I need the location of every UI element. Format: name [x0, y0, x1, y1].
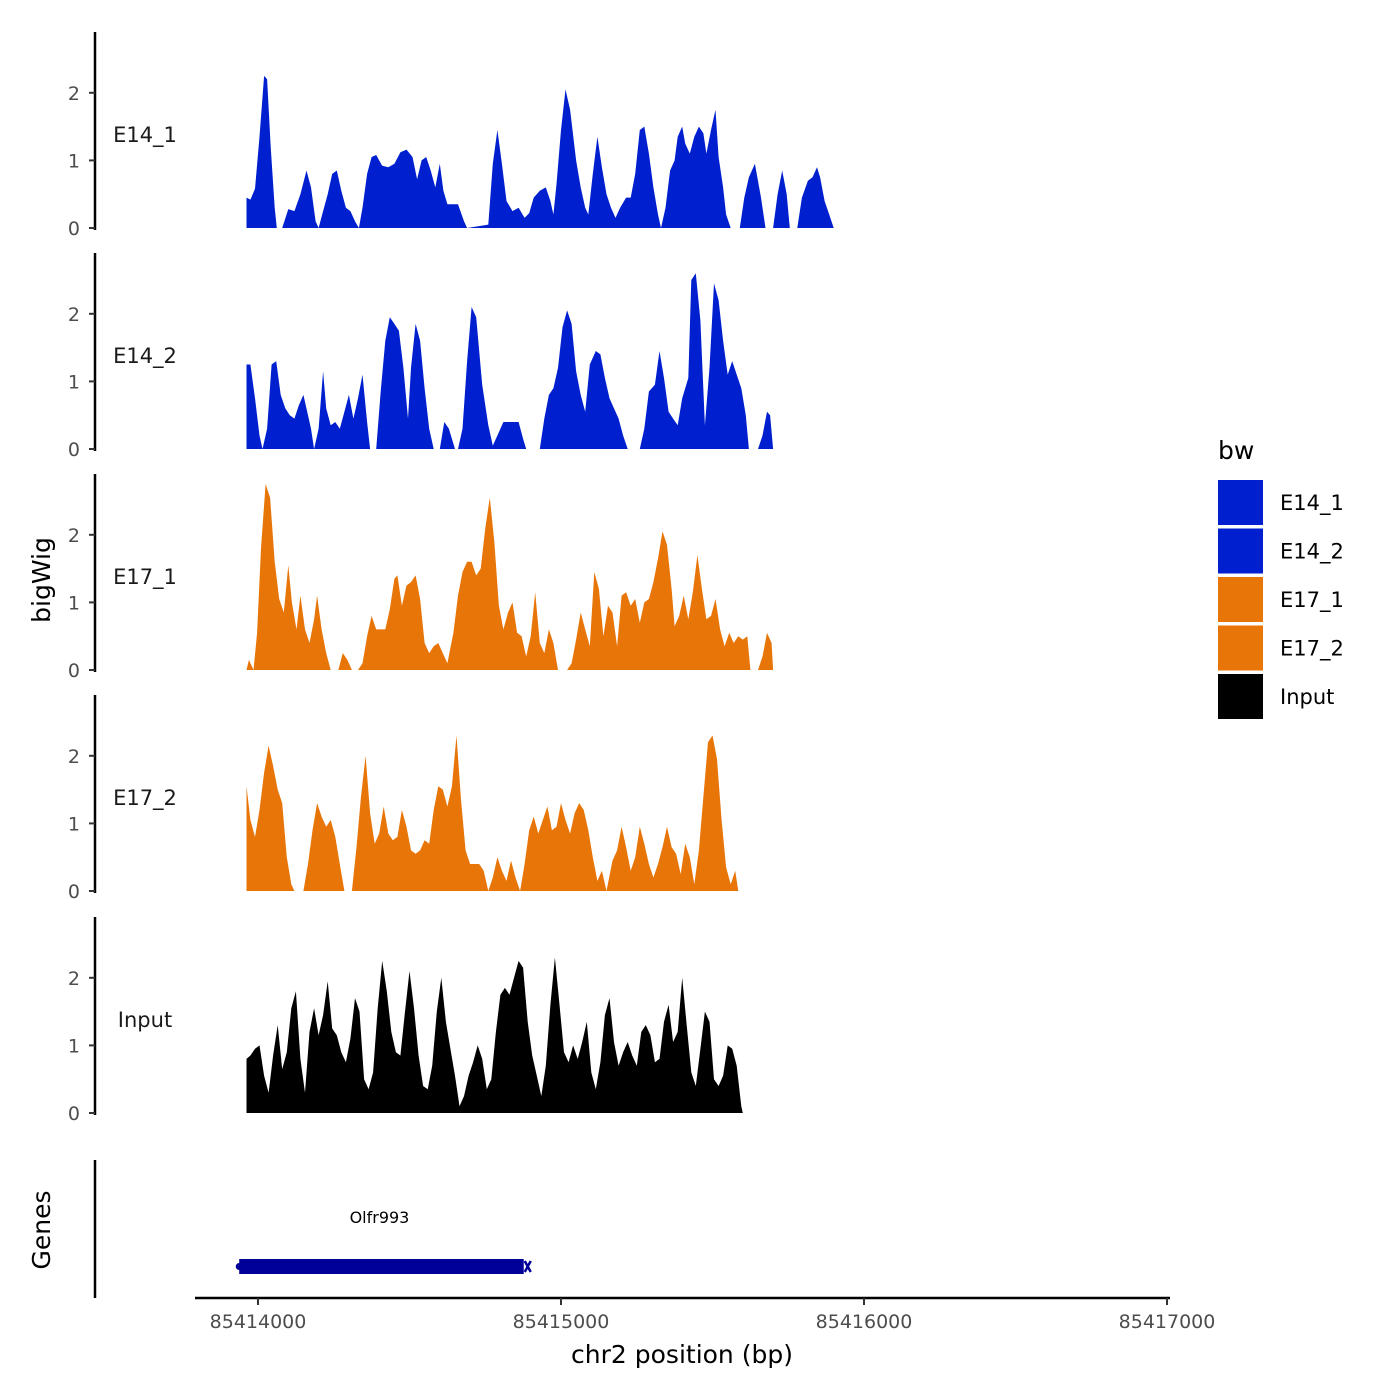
signal-area	[246, 957, 743, 1113]
y-tick-label: 0	[68, 439, 80, 461]
signal-area	[246, 273, 774, 449]
y-tick-label: 2	[68, 968, 80, 990]
legend-swatch	[1218, 674, 1263, 719]
y-tick-label: 2	[68, 83, 80, 105]
y-tick-label: 2	[68, 746, 80, 768]
x-tick-label: 85416000	[816, 1311, 913, 1333]
y-axis-title: bigWig	[27, 537, 56, 623]
legend-label: E17_2	[1280, 637, 1344, 662]
genes-panel: Olfr993	[93, 1160, 532, 1298]
x-axis-title: chr2 position (bp)	[571, 1340, 793, 1369]
track-e14-1: 0 1 2 E14_1	[68, 32, 834, 240]
y-tick-label: 2	[68, 304, 80, 326]
y-tick-label: 2	[68, 525, 80, 547]
track-e14-2: 0 1 2 E14_2	[68, 253, 774, 461]
gene-olfr993: Olfr993	[235, 1208, 532, 1274]
legend-label: E14_2	[1280, 540, 1344, 565]
y-tick-label: 1	[68, 371, 80, 393]
track-label: E14_2	[113, 344, 177, 369]
track-label: E17_2	[113, 786, 177, 811]
track-e17-2: 0 1 2 E17_2	[68, 695, 739, 903]
legend-entry-input: Input	[1218, 674, 1334, 719]
track-input: 0 1 2 Input	[68, 917, 743, 1125]
y-tick-label: 0	[68, 218, 80, 240]
gene-name: Olfr993	[350, 1208, 410, 1227]
legend-swatch	[1218, 625, 1263, 671]
y-tick-label: 1	[68, 150, 80, 172]
signal-area	[246, 735, 739, 891]
y-tick-label: 0	[68, 660, 80, 682]
x-tick-label: 85414000	[210, 1311, 307, 1333]
legend-entry-e14-1: E14_1	[1218, 480, 1344, 525]
legend-entry-e17-1: E17_1	[1218, 577, 1344, 622]
track-label: E17_1	[113, 565, 177, 590]
legend: bw E14_1 E14_2 E17_1 E17_2 Input	[1218, 436, 1344, 719]
track-label: E14_1	[113, 123, 177, 148]
gene-body	[239, 1259, 524, 1274]
gene-start-cap	[235, 1263, 243, 1270]
track-e17-1: 0 1 2 E17_1	[68, 474, 774, 682]
legend-swatch	[1218, 528, 1263, 574]
y-tick-label: 1	[68, 813, 80, 835]
legend-label: Input	[1280, 685, 1334, 709]
y-tick-label: 1	[68, 592, 80, 614]
signal-area	[246, 75, 834, 229]
x-tick-label: 85417000	[1119, 1311, 1216, 1333]
legend-label: E17_1	[1280, 588, 1344, 613]
tracks-layer: 0 1 2 E14_1 0 1 2 E14_2 0 1 2 E17_1 0 1 2 E17_2 0 1 2 Input	[68, 32, 834, 1125]
gene-end-cap	[523, 1260, 532, 1273]
y-tick-label: 1	[68, 1035, 80, 1057]
y-tick-label: 0	[68, 881, 80, 903]
legend-entry-e14-2: E14_2	[1218, 528, 1344, 574]
signal-area	[246, 484, 774, 670]
x-tick-label: 85415000	[513, 1311, 610, 1333]
genes-axis-title: Genes	[27, 1190, 56, 1269]
x-axis: 85414000 85415000 85416000 85417000	[195, 1296, 1216, 1333]
legend-swatch	[1218, 577, 1263, 622]
track-label: Input	[118, 1008, 172, 1032]
legend-title: bw	[1218, 436, 1254, 465]
legend-label: E14_1	[1280, 491, 1344, 516]
y-tick-label: 0	[68, 1103, 80, 1125]
legend-entry-e17-2: E17_2	[1218, 625, 1344, 671]
legend-swatch	[1218, 480, 1263, 525]
